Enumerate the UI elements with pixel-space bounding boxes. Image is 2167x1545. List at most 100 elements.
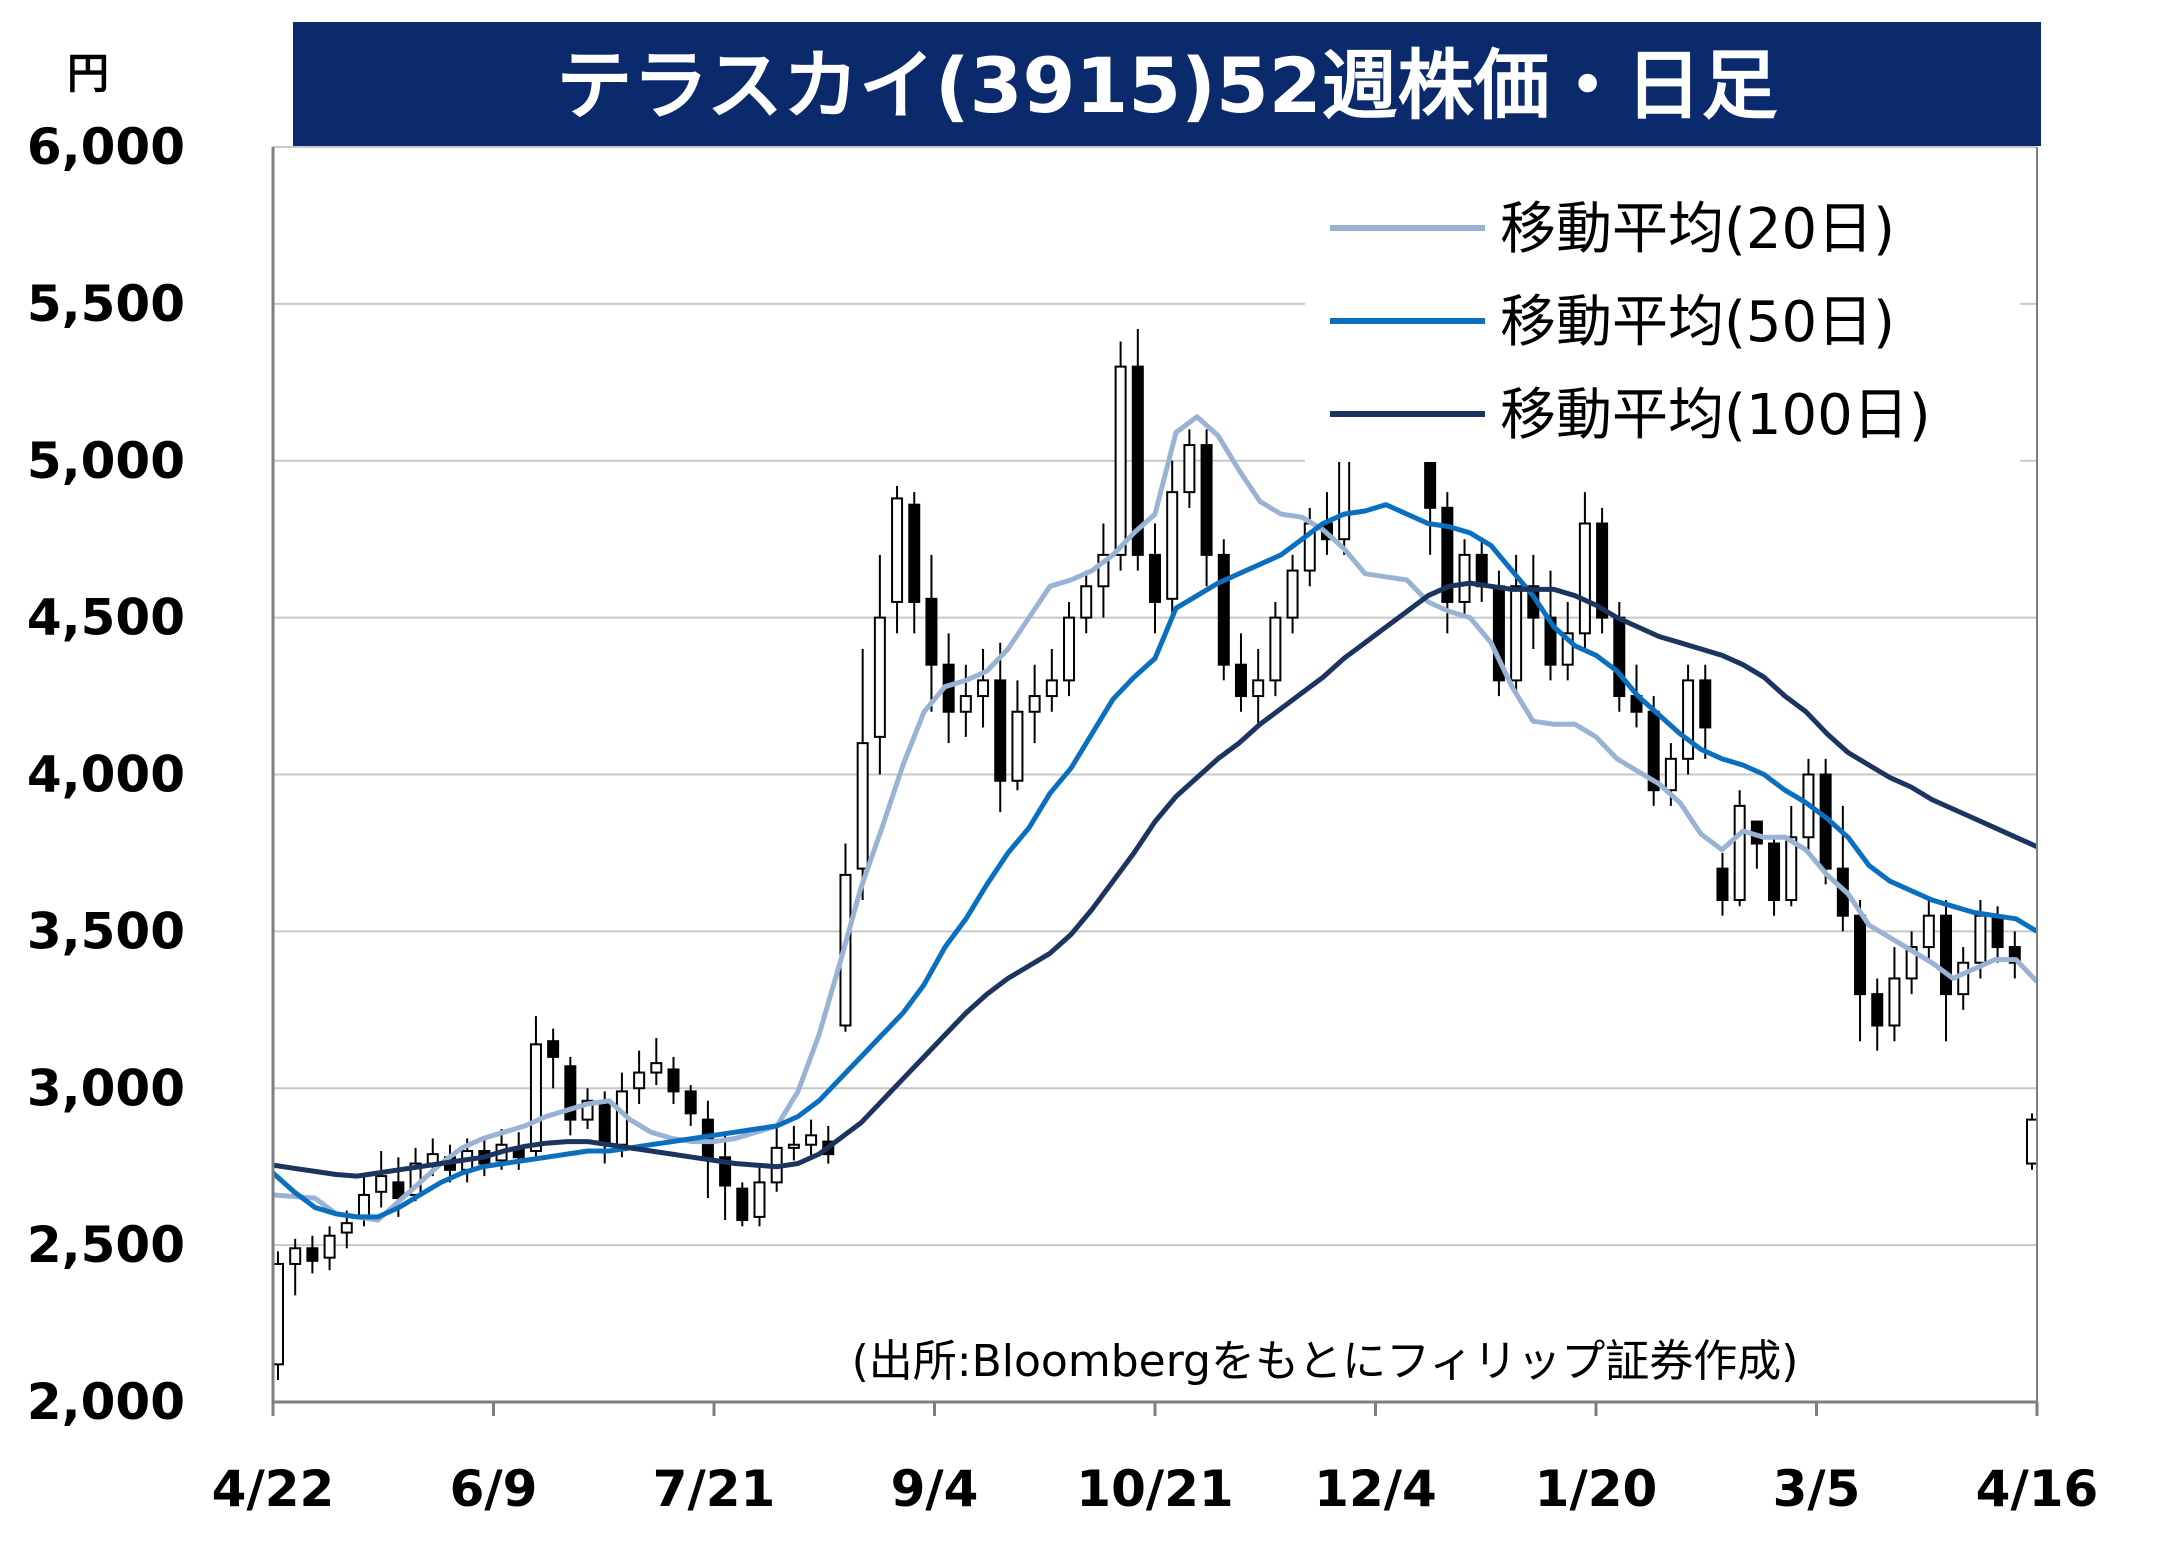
- candle-body: [2026, 1118, 2038, 1165]
- candle-body: [1733, 804, 1746, 901]
- y-tick-label: 3,500: [27, 902, 185, 960]
- x-tick-label: 12/4: [1314, 1460, 1437, 1518]
- candle-body: [787, 1143, 800, 1149]
- candle-body: [1888, 977, 1901, 1027]
- candle-body: [306, 1247, 319, 1262]
- candle-body: [650, 1062, 663, 1074]
- x-tick-label: 4/22: [212, 1460, 335, 1518]
- candle-body: [736, 1187, 749, 1222]
- candle-body: [684, 1090, 697, 1115]
- candle-body: [719, 1156, 732, 1187]
- candle-body: [667, 1068, 680, 1093]
- x-tick-label: 4/16: [1976, 1460, 2099, 1518]
- y-tick-label: 5,500: [27, 275, 185, 333]
- candle-body: [891, 497, 904, 603]
- candle-body: [1234, 663, 1247, 698]
- candle-body: [547, 1040, 560, 1058]
- x-tick-labels: 4/22 6/9 7/21 9/4 10/21 12/4 1/20 3/5 4/16: [212, 1460, 2099, 1518]
- candle-body: [1905, 946, 1918, 980]
- candle-body: [1957, 961, 1970, 996]
- candle-body: [1252, 679, 1265, 698]
- y-tick-label: 5,000: [27, 432, 185, 490]
- candle-body: [289, 1247, 302, 1265]
- y-tick-labels: 2,000 2,500 3,000 3,500 4,000 4,500 5,000 5,500…: [27, 118, 185, 1431]
- candle-body: [753, 1181, 766, 1218]
- candle-body: [529, 1043, 542, 1152]
- candle-body: [1940, 914, 1953, 996]
- candle-body: [994, 679, 1007, 782]
- candle-body: [1716, 867, 1729, 901]
- candle-body: [1785, 836, 1798, 901]
- candle-body: [2008, 946, 2021, 964]
- x-tick-label: 1/20: [1535, 1460, 1658, 1518]
- candle-body: [1131, 365, 1144, 556]
- candle-body: [1596, 522, 1609, 619]
- candle-body: [1974, 914, 1987, 964]
- candle-body: [1458, 553, 1471, 603]
- candle-body: [357, 1193, 370, 1218]
- y-tick-label: 3,000: [27, 1059, 185, 1117]
- candle-body: [805, 1134, 818, 1146]
- candle-body: [1286, 569, 1299, 619]
- candle-body: [1699, 679, 1712, 729]
- moving-average-lines: [271, 414, 2039, 1223]
- y-tick-label: 2,000: [27, 1373, 185, 1431]
- y-tick-label: 2,500: [27, 1216, 185, 1274]
- x-tick-label: 6/9: [450, 1460, 538, 1518]
- candle-body: [1682, 679, 1695, 760]
- candle-body: [1011, 710, 1024, 782]
- candle-body: [581, 1099, 594, 1121]
- candle-body: [1166, 491, 1179, 600]
- candle-body: [564, 1065, 577, 1121]
- candle-body: [1991, 914, 2004, 949]
- candle-body: [977, 679, 990, 698]
- candle-body: [1578, 522, 1591, 635]
- x-tick-label: 7/21: [653, 1460, 776, 1518]
- x-tick-label: 3/5: [1773, 1460, 1861, 1518]
- candle-body: [959, 695, 972, 713]
- candle-body: [1441, 506, 1454, 603]
- candle-body: [1183, 444, 1196, 494]
- candle-body: [1922, 914, 1935, 949]
- candle-body: [1217, 553, 1230, 666]
- candle-body: [1045, 679, 1058, 698]
- candle-body: [1028, 695, 1041, 713]
- chart-title: テラスカイ(3915)52週株価・日足: [556, 41, 1777, 130]
- x-tick-label: 10/21: [1076, 1460, 1233, 1518]
- candle-body: [633, 1071, 646, 1090]
- legend-label-ma50: 移動平均(50日): [1500, 290, 1895, 355]
- candle-body: [1200, 444, 1213, 556]
- candle-body: [1114, 365, 1127, 556]
- candle-body: [1063, 616, 1076, 682]
- candle-body: [392, 1181, 405, 1200]
- candle-body: [1854, 914, 1867, 996]
- axes: [271, 147, 2039, 1416]
- candle-body: [1097, 553, 1110, 588]
- candle-body: [1475, 553, 1488, 588]
- y-unit-label: 円: [67, 49, 109, 98]
- legend-label-ma20: 移動平均(20日): [1500, 197, 1895, 262]
- candle-body: [340, 1222, 353, 1234]
- y-tick-label: 4,500: [27, 589, 185, 647]
- candle-body: [1149, 553, 1161, 603]
- title-banner: [293, 22, 2041, 146]
- candle-body: [1080, 585, 1093, 619]
- candle-body: [925, 597, 938, 666]
- candle-body: [323, 1234, 336, 1259]
- candle-body: [908, 503, 921, 603]
- candle-body: [1613, 616, 1626, 698]
- candle-body: [856, 742, 869, 870]
- y-tick-label: 6,000: [27, 118, 185, 176]
- line-ma20: [272, 414, 2039, 1223]
- line-ma50: [271, 502, 2039, 1220]
- candle-body: [1561, 632, 1574, 666]
- candle-body: [1510, 585, 1523, 682]
- candle-body: [1871, 993, 1884, 1027]
- candle-body: [1768, 842, 1781, 902]
- legend: 移動平均(20日) 移動平均(50日) 移動平均(100日): [1305, 182, 2020, 462]
- y-tick-label: 4,000: [27, 746, 185, 804]
- x-tick-label: 9/4: [891, 1460, 979, 1518]
- legend-label-ma100: 移動平均(100日): [1500, 383, 1931, 448]
